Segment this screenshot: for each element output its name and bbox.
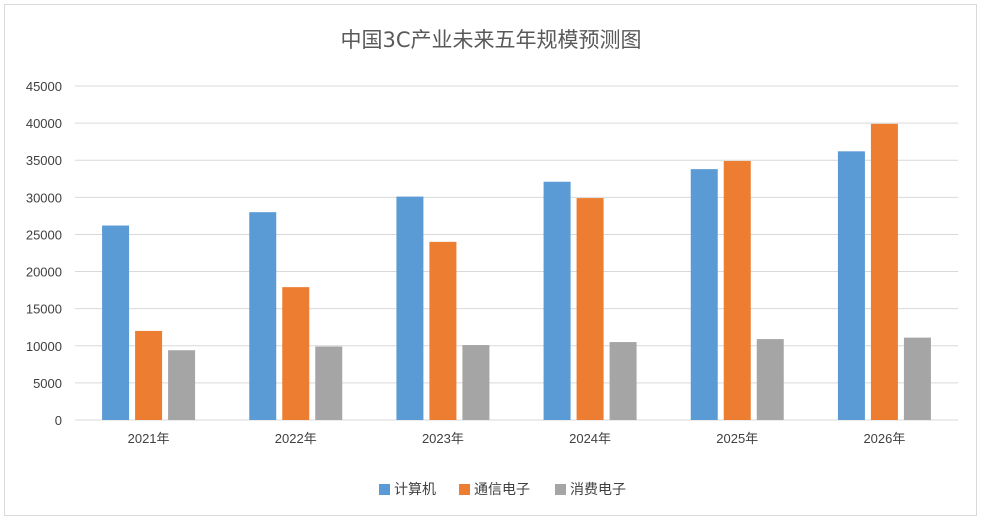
y-tick-label: 30000 (26, 190, 62, 205)
bar-3-2023年 (462, 345, 490, 420)
bar-1-2021年 (102, 225, 130, 420)
bar-3-2021年 (168, 350, 196, 420)
legend-swatch (459, 484, 470, 495)
x-tick-label: 2022年 (275, 431, 317, 446)
bar-1-2026年 (837, 151, 865, 420)
x-tick-label: 2021年 (128, 431, 170, 446)
bar-2-2022年 (282, 287, 310, 420)
legend-label: 计算机 (394, 482, 436, 498)
y-tick-label: 25000 (26, 227, 62, 242)
x-tick-label: 2026年 (863, 431, 905, 446)
y-tick-label: 15000 (26, 302, 62, 317)
y-tick-label: 40000 (26, 116, 62, 131)
y-tick-label: 0 (55, 413, 62, 428)
bar-1-2025年 (690, 169, 718, 420)
bar-2-2026年 (870, 123, 898, 420)
x-tick-label: 2024年 (569, 431, 611, 446)
bars (102, 123, 931, 420)
bar-3-2024年 (609, 342, 637, 420)
y-tick-label: 20000 (26, 265, 62, 280)
legend-label: 消费电子 (570, 482, 626, 498)
bar-1-2024年 (543, 181, 571, 420)
x-axis: 2021年 2022年 2023年 2024年 2025年 2026年 (128, 431, 906, 446)
bar-2-2023年 (429, 241, 457, 420)
y-tick-label: 5000 (33, 376, 62, 391)
y-axis: 0 5000 10000 15000 20000 25000 30000 35000 40000… (26, 79, 62, 428)
x-tick-label: 2023年 (422, 431, 464, 446)
gridlines (75, 85, 958, 421)
bar-2-2025年 (723, 160, 751, 420)
bar-2-2021年 (135, 330, 163, 420)
bar-3-2026年 (903, 337, 931, 420)
bar-2-2024年 (576, 198, 604, 420)
y-tick-label: 45000 (26, 79, 62, 94)
legend-swatch (555, 484, 566, 495)
legend-swatch (379, 484, 390, 495)
legend-label: 通信电子 (474, 482, 530, 498)
bar-3-2022年 (315, 346, 343, 420)
bar-1-2023年 (396, 196, 424, 420)
y-tick-label: 35000 (26, 153, 62, 168)
x-tick-label: 2025年 (716, 431, 758, 446)
y-tick-label: 10000 (26, 339, 62, 354)
chart-frame (4, 4, 977, 516)
bar-1-2022年 (249, 212, 277, 420)
chart-title: 中国3C产业未来五年规模预测图 (340, 28, 641, 52)
bar-3-2025年 (756, 339, 784, 420)
legend: 计算机 通信电子 消费电子 (379, 482, 626, 498)
